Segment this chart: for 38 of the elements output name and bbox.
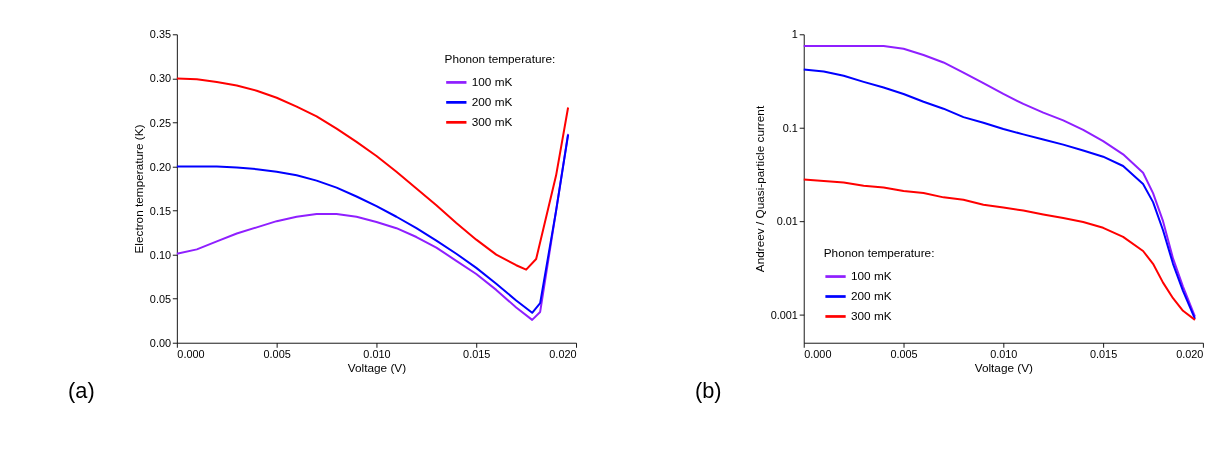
y-tick-label: 1: [791, 28, 798, 41]
legend-label: 300 mK: [850, 309, 892, 323]
x-tick-label: 0.000: [804, 347, 832, 360]
y-tick-label: 0.00: [149, 336, 172, 349]
x-axis-title: Voltage (V): [974, 361, 1034, 375]
x-axis-title: Voltage (V): [347, 361, 407, 375]
x-tick-label: 0.005: [263, 347, 291, 360]
x-tick-label: 0.020: [1176, 347, 1204, 360]
y-tick-label: 0.1: [782, 121, 798, 134]
text: (a): [68, 378, 95, 404]
y-tick-label: 0.35: [149, 28, 172, 41]
x-tick-label: 0.005: [890, 347, 918, 360]
y-tick-label: 0.25: [149, 116, 172, 129]
x-tick-label: 0.010: [990, 347, 1018, 360]
x-tick-label: 0.015: [463, 347, 491, 360]
y-tick-label: 0.01: [776, 215, 798, 228]
legend-label: 100 mK: [471, 75, 513, 89]
y-tick-label: 0.15: [149, 204, 172, 217]
text: (b): [694, 378, 722, 404]
y-tick-label: 0.05: [149, 292, 172, 305]
y-axis-title: Electron temperature (K): [132, 124, 146, 254]
legend-label: 100 mK: [850, 269, 892, 283]
x-tick-label: 0.020: [549, 347, 577, 360]
x-tick-label: 0.000: [177, 347, 205, 360]
x-tick-label: 0.015: [1090, 347, 1118, 360]
x-tick-label: 0.010: [363, 347, 391, 360]
line-series: [802, 178, 1196, 321]
legend-label: 300 mK: [471, 114, 513, 128]
y-tick-label: 0.30: [149, 72, 172, 85]
line-series: [175, 77, 570, 271]
legend-title: Phonon temperature:: [444, 52, 556, 66]
y-tick-label: 0.10: [149, 248, 172, 261]
y-tick-label: 0.001: [770, 308, 798, 321]
legend-label: 200 mK: [850, 289, 892, 303]
y-tick-label: 0.20: [149, 160, 172, 173]
legend-title: Phonon temperature:: [823, 246, 935, 260]
y-axis-title: Andreev / Quasi-particle current: [753, 105, 767, 273]
legend-label: 200 mK: [471, 95, 513, 108]
